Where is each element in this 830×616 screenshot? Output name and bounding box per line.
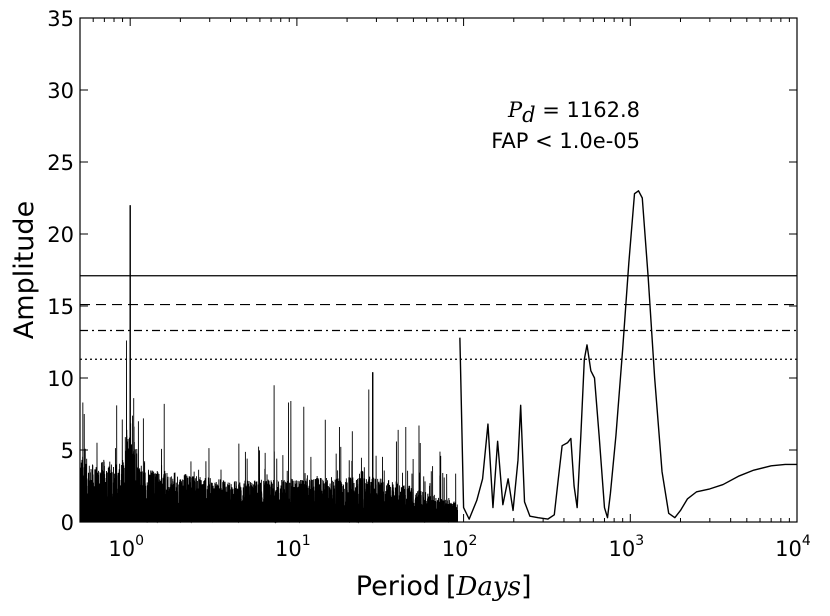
plot-frame xyxy=(79,17,798,523)
y-tick-label: 20 xyxy=(47,223,74,247)
period-annotation: Pd = 1162.8 xyxy=(507,98,640,127)
y-tick-label: 15 xyxy=(47,295,74,319)
series-layer xyxy=(79,190,797,524)
x-tick-label: 104 xyxy=(775,533,811,561)
y-axis-label: Amplitude xyxy=(9,201,40,339)
x-axis-label: Period xyxy=(356,571,440,602)
fap-annotation: FAP < 1.0e-05 xyxy=(491,129,640,153)
period-subscript: d xyxy=(522,103,535,127)
y-tick-label: 0 xyxy=(61,511,74,535)
series-long-period xyxy=(459,190,797,520)
y-tick-label: 35 xyxy=(47,7,74,31)
period-symbol: P xyxy=(507,98,523,122)
tick-layer: 0 5 10 15 20 25 30 35 100 101 102 103 104 xyxy=(47,7,811,561)
threshold-layer xyxy=(80,275,797,360)
y-tick-label: 25 xyxy=(47,151,74,175)
period-value: = 1162.8 xyxy=(536,98,640,122)
series-noise xyxy=(79,205,458,524)
x-tick-label: 100 xyxy=(108,533,144,561)
x-tick-label: 102 xyxy=(442,533,478,561)
x-axis-unit-text: Days xyxy=(456,572,521,602)
y-tick-label: 30 xyxy=(47,79,74,103)
x-axis-unit: [Days] xyxy=(446,571,531,602)
x-tick-label: 103 xyxy=(608,533,644,561)
x-tick-label: 101 xyxy=(275,533,311,561)
y-tick-label: 5 xyxy=(61,439,74,463)
y-tick-label: 10 xyxy=(47,367,74,391)
